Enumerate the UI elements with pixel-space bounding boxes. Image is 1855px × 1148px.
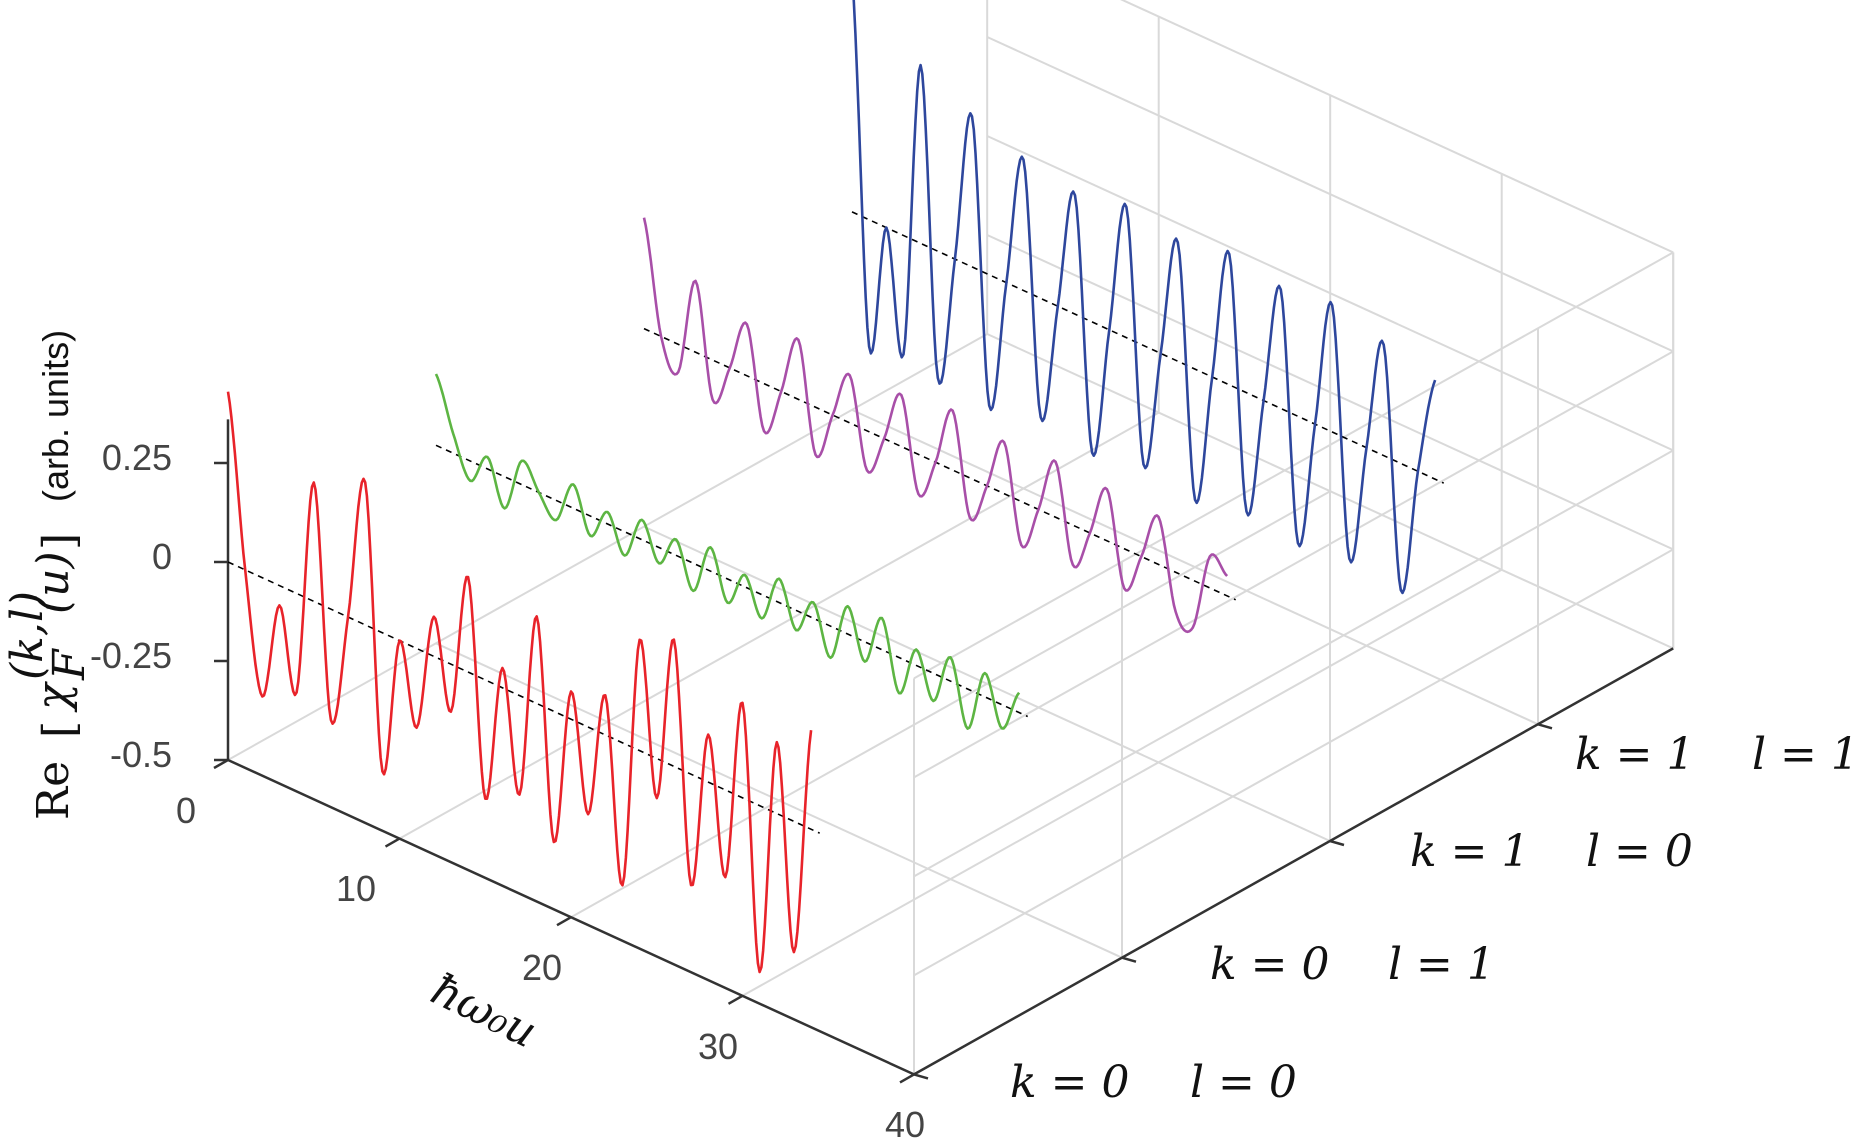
category-2-l: l = 0	[1586, 826, 1693, 877]
zero-line	[643, 327, 1237, 601]
category-1-k: k = 0	[1210, 939, 1330, 990]
category-0-l: l = 0	[1190, 1057, 1297, 1108]
x-tick-labels: 0 10 20 30 40	[176, 790, 925, 1145]
x-tick-mark	[899, 1073, 915, 1084]
grid-line	[643, 525, 1331, 842]
category-3-l: l = 1	[1752, 729, 1855, 780]
x-tick-mark	[213, 758, 229, 770]
grid-line	[435, 642, 1123, 959]
z-tick-label: -0.25	[90, 635, 172, 676]
series-line-3	[852, 0, 1437, 595]
z-axis-label: Re [ χ F (k,l) (u) ] (arb. units)	[2, 330, 95, 820]
x-tick-mark	[384, 837, 401, 848]
grid-line	[913, 449, 1674, 878]
z-tick-label: 0.25	[102, 437, 172, 478]
category-0-k: k = 0	[1010, 1057, 1130, 1108]
grid-line	[742, 568, 1503, 997]
x-tick-label: 30	[698, 1026, 738, 1067]
grid-line	[913, 251, 1674, 680]
z-axis-label-chi: χ	[28, 681, 79, 713]
y-category-labels: k = 0 l = 0 k = 0 l = 1 k = 1 l = 0 k = …	[1010, 729, 1855, 1108]
x-tick-mark	[727, 994, 744, 1005]
zero-line	[851, 211, 1445, 484]
z-axis-bracket-close: ]	[34, 533, 85, 550]
grid-line	[851, 408, 1539, 726]
z-tick-label: -0.5	[110, 734, 172, 775]
zero-line	[227, 561, 821, 834]
y-tick-mark	[913, 1073, 929, 1080]
z-tick-label: 0	[152, 536, 172, 577]
y-tick-mark	[1121, 956, 1137, 963]
z-axis-label-subscript: F	[44, 648, 95, 681]
z-axis-label-arg: (u)	[28, 551, 79, 614]
series-line-0	[226, 391, 813, 974]
category-3-k: k = 1	[1575, 729, 1695, 780]
z-tick-labels: 0.25 0 -0.25 -0.5	[90, 437, 172, 775]
grid-line	[913, 350, 1674, 779]
x-tick-label: 40	[885, 1104, 925, 1145]
zero-reference-lines	[227, 211, 1445, 834]
series-line-2	[642, 217, 1229, 634]
zero-line	[435, 444, 1029, 718]
category-1-l: l = 1	[1388, 939, 1495, 990]
y-tick-mark	[1537, 723, 1553, 730]
x-tick-label: 0	[176, 790, 196, 831]
grid-line	[913, 548, 1674, 977]
z-axis-label-re: Re	[28, 761, 79, 820]
z-axis-label-superscript: (k,l)	[2, 591, 53, 680]
grid-line	[399, 411, 1160, 840]
z-axis-units: (arb. units)	[35, 330, 76, 502]
z-axis-bracket-open: [	[34, 721, 85, 738]
series-line-1	[434, 373, 1021, 730]
axes	[213, 419, 1674, 1084]
grid-lines	[227, 0, 1675, 1076]
category-2-k: k = 1	[1410, 826, 1530, 877]
x-tick-mark	[556, 916, 572, 927]
x-tick-label: 10	[336, 868, 376, 909]
grid-line	[570, 490, 1331, 919]
grid-line	[227, 333, 988, 761]
y-axis-line	[913, 647, 1674, 1076]
data-series	[226, 0, 1437, 974]
x-tick-label: 20	[522, 947, 562, 988]
y-tick-mark	[1329, 839, 1345, 847]
